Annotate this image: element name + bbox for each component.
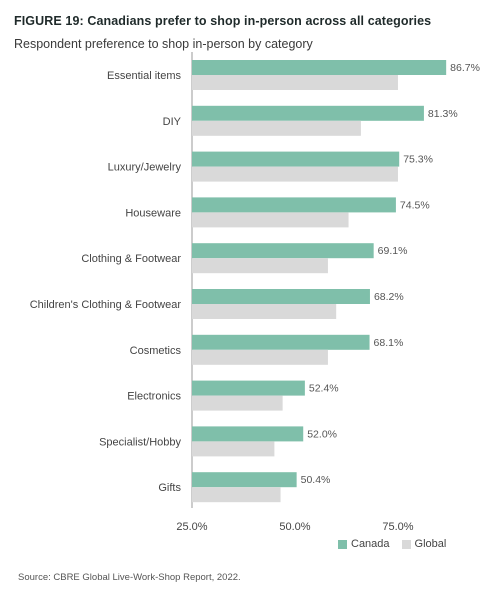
data-label-canada-clothing-footwear: 69.1% <box>378 245 408 257</box>
bar-global-luxury-jewelry <box>192 166 398 182</box>
bar-global-gifts <box>192 487 281 503</box>
bar-canada-cosmetics <box>192 334 370 350</box>
bar-global-specialist-hobby <box>192 441 275 457</box>
category-label-children-s-clothing-footwear: Children's Clothing & Footwear <box>30 299 182 311</box>
category-label-luxury-jewelry: Luxury/Jewelry <box>108 162 182 174</box>
bar-canada-electronics <box>192 380 305 396</box>
legend-item-canada: Canada <box>338 538 390 550</box>
category-label-specialist-hobby: Specialist/Hobby <box>99 436 181 448</box>
chart-subtitle: Respondent preference to shop in-person … <box>14 37 313 51</box>
data-label-canada-essential-items: 86.7% <box>450 62 480 74</box>
data-label-canada-electronics: 52.4% <box>309 383 339 395</box>
category-label-diy: DIY <box>163 116 182 128</box>
bar-global-children-s-clothing-footwear <box>192 304 337 319</box>
bar-canada-essential-items <box>192 60 447 75</box>
bar-global-clothing-footwear <box>192 258 328 274</box>
bar-global-cosmetics <box>192 349 328 365</box>
x-tick-label-0: 25.0% <box>176 521 207 533</box>
data-label-canada-children-s-clothing-footwear: 68.2% <box>374 291 404 303</box>
legend-item-global: Global <box>401 538 447 550</box>
category-label-clothing-footwear: Clothing & Footwear <box>81 253 181 265</box>
bar-global-electronics <box>192 395 283 411</box>
legend-swatch-canada <box>338 539 347 549</box>
category-label-houseware: Houseware <box>125 207 181 219</box>
legend-label-global: Global <box>414 538 447 550</box>
data-label-canada-gifts: 50.4% <box>301 474 331 486</box>
bar-global-diy <box>192 120 361 136</box>
chart-title: FIGURE 19: Canadians prefer to shop in-p… <box>14 14 432 28</box>
source-note: Source: CBRE Global Live-Work-Shop Repor… <box>18 572 241 583</box>
category-label-electronics: Electronics <box>127 391 181 403</box>
bar-canada-luxury-jewelry <box>192 151 400 167</box>
legend-swatch-global <box>401 539 411 549</box>
legend: Canada Global <box>338 538 452 550</box>
bar-global-essential-items <box>192 75 398 90</box>
x-tick-label-2: 75.0% <box>382 521 413 533</box>
data-label-canada-diy: 81.3% <box>428 108 458 120</box>
bar-canada-clothing-footwear <box>192 243 374 259</box>
data-label-canada-cosmetics: 68.1% <box>374 337 404 349</box>
bar-canada-children-s-clothing-footwear <box>192 289 370 304</box>
category-label-cosmetics: Cosmetics <box>130 345 182 357</box>
data-label-canada-luxury-jewelry: 75.3% <box>403 154 433 166</box>
category-label-gifts: Gifts <box>158 482 181 494</box>
bar-canada-diy <box>192 105 424 121</box>
legend-label-canada: Canada <box>351 538 390 550</box>
bar-canada-houseware <box>192 197 396 213</box>
x-tick-label-1: 50.0% <box>279 521 310 533</box>
bar-global-houseware <box>192 212 349 228</box>
data-label-canada-houseware: 74.5% <box>400 199 430 211</box>
bar-canada-specialist-hobby <box>192 426 304 442</box>
category-label-essential-items: Essential items <box>107 70 181 82</box>
bar-canada-gifts <box>192 472 297 488</box>
data-label-canada-specialist-hobby: 52.0% <box>307 428 337 440</box>
